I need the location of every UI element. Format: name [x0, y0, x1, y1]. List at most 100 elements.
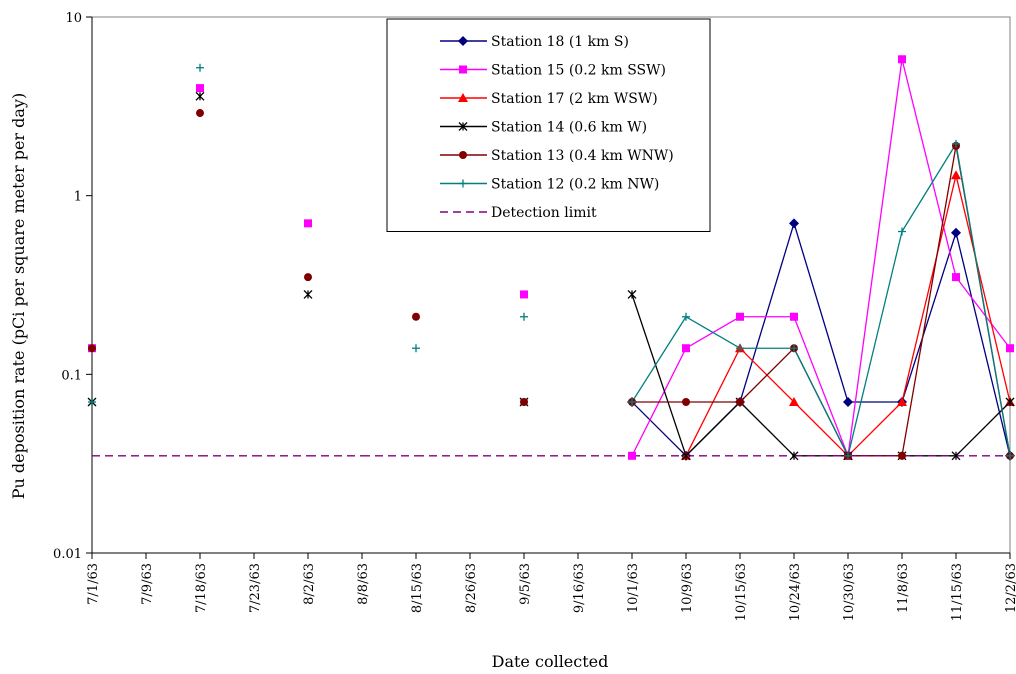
y-axis-title: Pu deposition rate (pCi per square meter…	[9, 93, 28, 499]
legend: Station 18 (1 km S) Station 15 (0.2 km SS…	[386, 18, 711, 232]
x-axis-title: Date collected	[492, 652, 609, 671]
series-line-segment	[631, 294, 687, 456]
data-point	[736, 312, 744, 321]
series-2	[685, 175, 1011, 457]
data-point	[196, 109, 204, 118]
series-line-segment	[847, 401, 903, 457]
data-point	[1005, 397, 1015, 407]
data-point	[789, 451, 799, 461]
x-tick-label: 8/2/63	[302, 563, 317, 605]
legend-marker	[458, 36, 468, 46]
legend-marker	[458, 93, 468, 102]
x-tick-label: 11/15/63	[950, 563, 965, 621]
data-point	[898, 451, 906, 460]
data-point	[520, 398, 528, 407]
series-line-segment	[793, 347, 849, 457]
data-point	[682, 312, 690, 321]
data-point	[951, 170, 961, 180]
series-0-points	[627, 218, 1015, 461]
legend-marker	[459, 65, 467, 74]
legend-marker	[459, 151, 467, 159]
legend-label: Station 13 (0.4 km WNW)	[491, 148, 674, 164]
plot-area: 0.01 0.1 1 10 7/1/63 7/9/63 7/18/63 7/23/63 8/2/…	[53, 11, 1016, 621]
series-line-segment	[955, 232, 1011, 456]
data-point	[1006, 451, 1014, 460]
series-line-segment	[685, 316, 741, 349]
x-tick-label: 7/18/63	[194, 563, 209, 613]
series-line-segment	[901, 232, 957, 403]
data-point	[952, 139, 960, 148]
series-line-segment	[901, 145, 957, 456]
data-point	[843, 397, 853, 408]
x-tick-label: 10/1/63	[626, 563, 641, 613]
data-point	[520, 312, 528, 321]
x-tick-label: 7/1/63	[86, 563, 101, 605]
series-4-points	[88, 109, 1014, 460]
data-point	[196, 84, 204, 93]
series-line-segment	[793, 401, 849, 457]
x-tick-label: 8/26/63	[464, 563, 479, 613]
data-point	[951, 227, 961, 238]
legend-box	[386, 18, 711, 232]
series-line-segment	[793, 223, 849, 403]
y-tick-label: 0.01	[53, 547, 82, 562]
x-tick-label: 10/24/63	[788, 563, 803, 621]
data-point	[520, 290, 528, 299]
series-0	[631, 223, 1011, 457]
x-tick-label: 8/8/63	[356, 563, 371, 605]
series-line-segment	[955, 401, 1011, 457]
series-line-segment	[631, 316, 687, 403]
x-tick-label: 7/9/63	[140, 563, 155, 605]
data-point	[952, 273, 960, 282]
series-line-segment	[901, 143, 957, 232]
data-point	[412, 344, 420, 353]
legend-label: Station 15 (0.2 km SSW)	[491, 63, 666, 79]
y-tick-label: 10	[65, 11, 82, 26]
series-line-segment	[739, 401, 795, 457]
data-point	[1006, 344, 1014, 353]
data-point	[790, 312, 798, 321]
x-tick-label: 9/16/63	[572, 563, 587, 613]
series-line-segment	[847, 231, 903, 456]
series-line-segment	[901, 59, 957, 278]
y-tick-label: 0.1	[61, 368, 82, 383]
series-line-segment	[955, 276, 1011, 349]
series-line-segment	[847, 59, 903, 456]
data-point	[844, 451, 852, 460]
data-point	[682, 398, 690, 407]
data-point	[195, 91, 205, 101]
y-tick-label: 1	[74, 190, 82, 205]
data-point	[628, 398, 636, 407]
series-line-segment	[739, 223, 795, 403]
x-tick-label: 8/15/63	[410, 563, 425, 613]
data-point	[951, 451, 961, 461]
data-point	[682, 344, 690, 353]
data-point	[789, 218, 799, 229]
series-line-segment	[901, 175, 957, 403]
x-tick-label: 11/8/63	[896, 563, 911, 613]
legend-label: Station 12 (0.2 km NW)	[491, 177, 659, 193]
data-point	[789, 397, 799, 407]
series-5	[631, 143, 1011, 457]
legend-label: Station 18 (1 km S)	[491, 34, 629, 50]
data-point	[303, 289, 313, 299]
x-tick-label: 10/30/63	[842, 563, 857, 621]
data-point	[898, 55, 906, 64]
legend-marker	[458, 122, 468, 131]
series-line-segment	[955, 143, 1011, 456]
legend-label: Detection limit	[491, 205, 597, 221]
series-line-segment	[793, 316, 849, 457]
x-tick-label: 12/2/63	[1004, 563, 1016, 613]
series-line-segment	[955, 175, 1011, 403]
series-5-points	[88, 63, 1014, 460]
legend-label: Station 14 (0.6 km W)	[491, 120, 647, 136]
data-point	[304, 273, 312, 282]
data-point	[88, 344, 96, 353]
data-point	[627, 289, 637, 299]
data-point	[898, 227, 906, 236]
x-tick-label: 10/15/63	[734, 563, 749, 621]
data-point	[628, 451, 636, 460]
data-point	[736, 398, 744, 407]
series-line-segment	[739, 347, 795, 403]
